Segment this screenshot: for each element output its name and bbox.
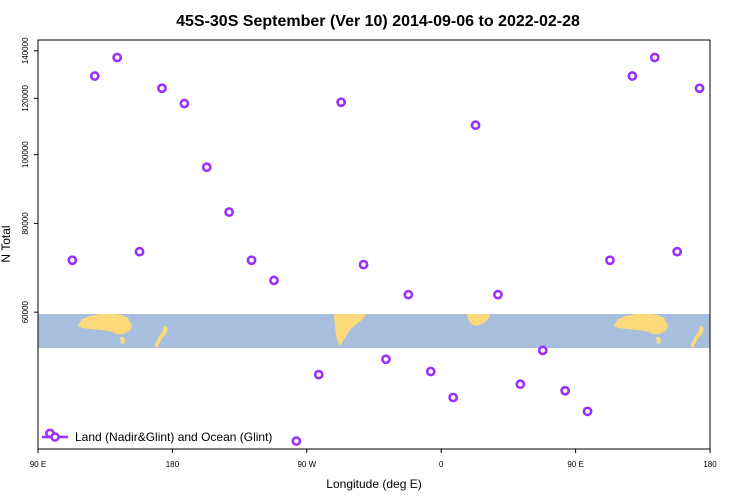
data-point bbox=[179, 98, 190, 109]
x-tick-label: 180 bbox=[703, 460, 717, 469]
y-tick-label: 140000 bbox=[21, 37, 30, 64]
data-point bbox=[470, 120, 481, 131]
plot-frame bbox=[37, 39, 711, 450]
y-tick-label: 120000 bbox=[21, 84, 30, 111]
data-point bbox=[157, 83, 167, 94]
data-point bbox=[201, 162, 212, 173]
map-land-australia-west bbox=[78, 314, 132, 334]
x-axis-label: Longitude (deg E) bbox=[326, 477, 421, 491]
data-point bbox=[649, 52, 660, 63]
data-point bbox=[313, 369, 324, 380]
data-point bbox=[134, 246, 145, 257]
y-axis: 60000 80000 100000 120000 140000 bbox=[21, 37, 38, 323]
data-point bbox=[425, 366, 436, 377]
world-map-strip bbox=[38, 314, 710, 348]
legend-marker bbox=[50, 432, 60, 442]
map-land-tasmania-west bbox=[120, 337, 125, 344]
data-point bbox=[112, 52, 123, 63]
map-land-new-zealand-west bbox=[154, 326, 168, 348]
legend-label: Land (Nadir&Glint) and Ocean (Glint) bbox=[75, 430, 272, 444]
data-point bbox=[605, 255, 615, 266]
data-point bbox=[493, 289, 503, 300]
y-tick-label: 100000 bbox=[21, 141, 30, 168]
map-land-australia-east bbox=[614, 314, 668, 334]
data-point bbox=[269, 275, 279, 286]
data-point bbox=[672, 246, 683, 257]
map-land-south-america bbox=[334, 314, 366, 346]
x-tick-label: 180 bbox=[166, 460, 180, 469]
data-point bbox=[537, 345, 548, 356]
map-ocean bbox=[38, 314, 710, 348]
chart-title: 45S-30S September (Ver 10) 2014-09-06 to… bbox=[176, 13, 580, 30]
x-tick-label: 90 W bbox=[297, 460, 316, 469]
data-point bbox=[67, 255, 78, 266]
x-axis: 90 E 180 90 W 0 90 E 180 bbox=[30, 449, 717, 469]
map-land-africa bbox=[467, 314, 490, 326]
data-point bbox=[403, 289, 414, 300]
y-axis-label: N Total bbox=[0, 225, 13, 262]
data-point bbox=[448, 392, 459, 403]
data-point bbox=[246, 255, 257, 266]
data-point bbox=[291, 436, 302, 446]
y-tick-label: 60000 bbox=[21, 300, 30, 323]
data-point bbox=[358, 259, 369, 270]
data-point bbox=[560, 385, 571, 396]
plot-area: 60000 80000 100000 120000 140000 90 E 180 90 W… bbox=[21, 37, 717, 469]
data-point bbox=[381, 354, 391, 365]
data-point bbox=[89, 71, 100, 81]
data-point bbox=[694, 83, 705, 94]
data-point bbox=[515, 379, 526, 390]
x-tick-label: 90 E bbox=[567, 460, 583, 469]
data-point bbox=[582, 406, 593, 417]
data-points bbox=[45, 52, 705, 446]
map-land-tasmania-east bbox=[656, 337, 661, 344]
map-land bbox=[78, 314, 704, 348]
x-tick-label: 90 E bbox=[30, 460, 46, 469]
data-point bbox=[627, 71, 638, 81]
legend: Land (Nadir&Glint) and Ocean (Glint) bbox=[42, 430, 272, 444]
y-tick-label: 80000 bbox=[21, 212, 30, 235]
data-point bbox=[224, 207, 235, 217]
x-tick-label: 0 bbox=[439, 460, 444, 469]
data-point bbox=[336, 97, 347, 108]
map-land-new-zealand-east bbox=[690, 326, 704, 348]
